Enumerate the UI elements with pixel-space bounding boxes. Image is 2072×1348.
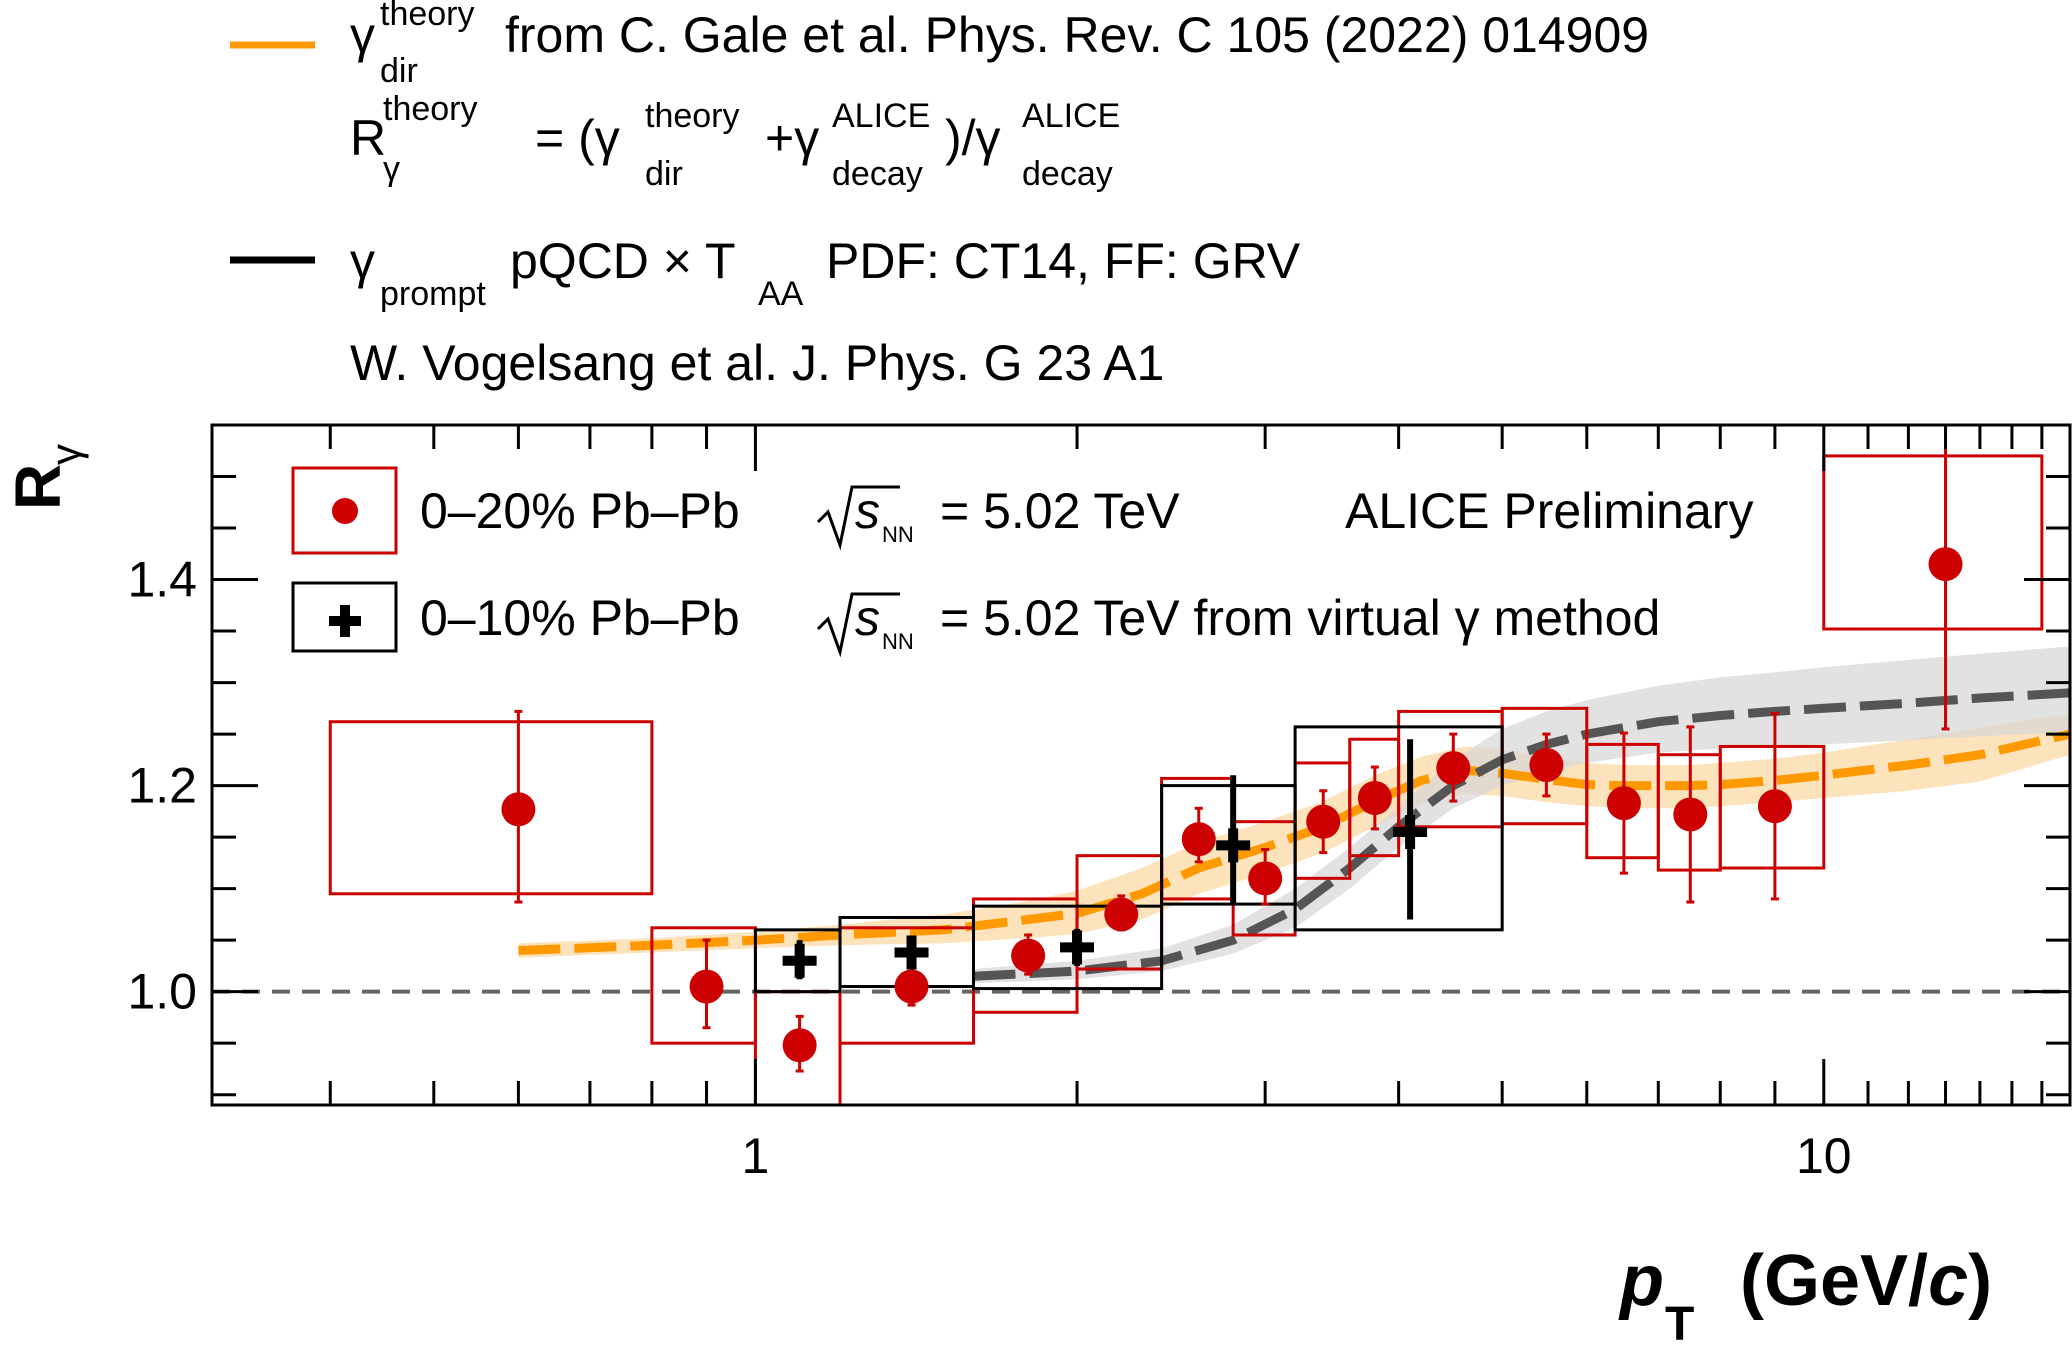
x-axis-unit-post: ) xyxy=(1968,1241,1992,1321)
legend: 0–20% Pb–Pb s NN = 5.02 TeV ALICE Prelim… xyxy=(291,466,1753,658)
data-point-s1-4 xyxy=(894,969,929,1004)
legend-entry1-sqrt xyxy=(816,485,900,551)
header-line1-sub: dir xyxy=(380,52,418,90)
data-point-s1-15 xyxy=(1757,789,1792,824)
legend-entry2-nn: NN xyxy=(882,629,914,654)
header-line4: W. Vogelsang et al. J. Phys. G 23 A1 xyxy=(350,335,1164,391)
data-point-s1-10 xyxy=(1357,780,1392,815)
sys-box-s2-3 xyxy=(971,904,1164,991)
legend-entry2-swatch xyxy=(291,581,398,653)
header-line2-plus: +γ xyxy=(765,110,819,166)
header-line3-sub: prompt xyxy=(380,275,486,313)
x-axis-title-unit: (GeV/c) xyxy=(1740,1241,1992,1321)
data-point-s2-4 xyxy=(1216,828,1251,863)
legend-entry1-marker xyxy=(332,498,358,524)
sys-box-s1-1 xyxy=(328,720,654,896)
plot-area: 1.0 1.2 1.4 1 10 xyxy=(127,423,2072,1184)
data-point-s1-6 xyxy=(1104,897,1139,932)
legend-entry1-nn: NN xyxy=(882,522,914,547)
data-point-s1-7 xyxy=(1181,822,1216,857)
y-axis-title-sub: γ xyxy=(42,444,89,465)
x-axis-unit-pre: (GeV/ xyxy=(1740,1241,1928,1321)
data-point-s1-3 xyxy=(782,1028,817,1063)
legend-entry2-pre: 0–10% Pb–Pb xyxy=(420,590,740,646)
header-line2-R-sub: γ xyxy=(383,150,400,188)
theory-curves xyxy=(518,688,2072,981)
header-line3-text1: pQCD × T xyxy=(510,233,736,289)
legend-entry1-post: = 5.02 TeV xyxy=(940,483,1180,539)
header-line2-sup2: ALICE xyxy=(832,97,930,135)
theory-curve-2 xyxy=(973,688,2071,981)
x-axis-title-p: p xyxy=(1618,1241,1664,1321)
axis-ticks: 1.0 1.2 1.4 1 10 xyxy=(127,423,2072,1184)
header-line1-text: from C. Gale et al. Phys. Rev. C 105 (20… xyxy=(505,7,1649,63)
header-line2-eq: = (γ xyxy=(535,110,620,166)
data-point-s2-5 xyxy=(1393,814,1428,849)
data-point-s1-14 xyxy=(1673,797,1708,832)
sys-box-s2-5 xyxy=(1293,725,1504,932)
legend-entry1-pre: 0–20% Pb–Pb xyxy=(420,483,740,539)
header-line2-sup3: ALICE xyxy=(1022,97,1120,135)
header-line2-R: R xyxy=(350,110,386,166)
x-axis-unit-c: c xyxy=(1928,1241,1968,1321)
data-point-s2-3 xyxy=(1060,930,1095,965)
header-line2-R-sup: theory xyxy=(383,90,478,128)
data-point-s1-11 xyxy=(1436,751,1471,786)
header-line1-gamma: γ xyxy=(350,7,375,63)
legend-entry2-marker xyxy=(329,605,361,637)
header-line3-text2: PDF: CT14, FF: GRV xyxy=(826,233,1301,289)
legend-entry2-sqrt xyxy=(816,592,900,658)
data-point-s2-2 xyxy=(894,935,929,970)
data-point-s1-9 xyxy=(1306,804,1341,839)
y-tick-label-3: 1.4 xyxy=(127,552,197,608)
sys-box-s1-15 xyxy=(1718,744,1826,870)
plot-frame xyxy=(210,423,2072,1107)
header-line2-div: )/γ xyxy=(945,110,1001,166)
header-line3-sub2: AA xyxy=(758,275,804,313)
legend-preliminary: ALICE Preliminary xyxy=(1345,483,1753,539)
header-line1-sup: theory xyxy=(380,0,475,33)
x-axis-title: p T (GeV/c) xyxy=(1618,1241,1992,1348)
theory-band-2 xyxy=(973,646,2070,984)
data-point-s2-1 xyxy=(782,943,817,978)
data-point-s1-12 xyxy=(1529,748,1564,782)
legend-entry1-s: s xyxy=(855,483,880,539)
header-line2-sub3: decay xyxy=(1022,155,1113,193)
y-axis-title-R: R xyxy=(2,464,74,510)
data-point-s1-5 xyxy=(1011,938,1046,973)
data-point-s1-1 xyxy=(501,792,536,827)
data-point-s1-16 xyxy=(1928,547,1963,582)
data-point-s1-2 xyxy=(689,969,724,1004)
data-markers xyxy=(501,547,1963,1063)
x-tick-label-2: 10 xyxy=(1796,1128,1852,1184)
header: γ theory dir from C. Gale et al. Phys. R… xyxy=(230,0,1649,391)
y-tick-label-2: 1.2 xyxy=(127,758,197,814)
data-point-s1-13 xyxy=(1606,786,1641,821)
legend-entry2-s: s xyxy=(855,590,880,646)
header-line2-sub1: dir xyxy=(645,155,683,193)
y-axis-title: R γ xyxy=(2,444,89,510)
x-tick-label-1: 1 xyxy=(742,1128,770,1184)
sys-box-s1-16 xyxy=(1822,454,2044,631)
legend-entry1-swatch xyxy=(291,466,398,555)
header-line2-sup1: theory xyxy=(645,97,740,135)
y-tick-label-1: 1.0 xyxy=(127,964,197,1020)
header-line3-gamma: γ xyxy=(350,233,375,289)
x-axis-title-T: T xyxy=(1665,1298,1694,1348)
data-point-s1-8 xyxy=(1248,861,1283,896)
header-line2-sub2: decay xyxy=(832,155,923,193)
legend-entry2-post: = 5.02 TeV from virtual γ method xyxy=(940,590,1660,646)
